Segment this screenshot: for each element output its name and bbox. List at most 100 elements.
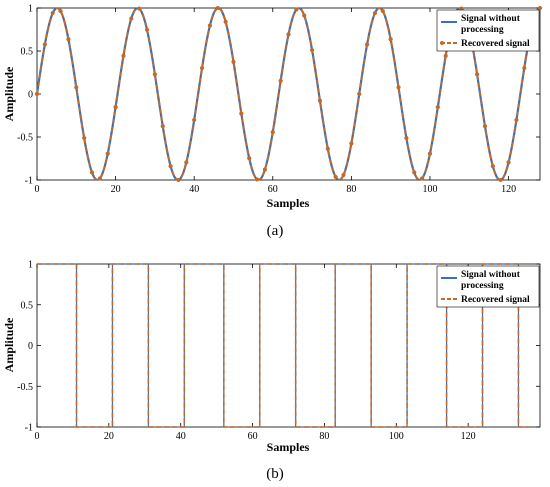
series-point-recovered-a: [152, 72, 157, 77]
series-point-recovered-a: [349, 141, 354, 146]
series-point-recovered-a: [357, 91, 362, 97]
series-point-recovered-a: [168, 164, 173, 169]
series-point-recovered-a: [42, 42, 47, 47]
series-point-recovered-a: [129, 16, 134, 21]
series-point-recovered-a: [137, 6, 142, 11]
y-tick-label-b: 1: [28, 260, 33, 271]
caption-b: (b): [266, 466, 284, 482]
series-point-recovered-a: [294, 7, 299, 12]
series-point-recovered-a: [262, 167, 268, 172]
series-point-recovered-a: [341, 172, 346, 178]
legend-label-original-line2-b: processing: [461, 281, 504, 291]
series-group-b: [37, 263, 530, 428]
series-point-recovered-a: [396, 85, 401, 90]
y-tick-label-b: 0.5: [21, 300, 34, 311]
series-point-recovered-a: [121, 53, 126, 58]
series-point-recovered-a: [239, 111, 244, 116]
series-point-recovered-a: [372, 10, 378, 16]
y-axis-label-a: Amplitude: [2, 66, 16, 121]
series-point-recovered-a: [105, 151, 110, 156]
series-point-recovered-a: [50, 10, 55, 16]
series-point-recovered-a: [317, 98, 323, 103]
series-point-recovered-a: [506, 160, 511, 165]
series-point-recovered-a: [223, 19, 228, 24]
x-tick-label-a: 20: [111, 184, 121, 195]
series-point-recovered-a: [144, 27, 150, 32]
series-point-recovered-a: [514, 117, 519, 123]
series-point-recovered-a: [58, 8, 63, 14]
legend-label-recovered-b: Recovered signal: [461, 295, 530, 305]
chart-panel-a: 0 20 40 60 80 100 120 -1 -0.5 0 0.5 1 Signal withou…: [2, 4, 543, 239]
series-point-recovered-a: [443, 53, 448, 58]
series-point-recovered-a: [270, 130, 275, 135]
x-tick-label-a: 80: [346, 184, 356, 195]
series-point-recovered-a: [498, 177, 503, 183]
x-tick-label-b: 80: [319, 431, 329, 442]
x-tick-label-a: 100: [422, 184, 437, 195]
series-point-recovered-a: [231, 59, 236, 64]
y-tick-label-b: 0: [28, 341, 33, 352]
series-point-recovered-a: [380, 8, 385, 14]
y-tick-label-b: -1: [25, 423, 33, 434]
y-tick-label-a: 0.5: [21, 47, 34, 58]
series-point-recovered-a: [388, 37, 393, 42]
series-point-recovered-a: [74, 85, 79, 90]
series-point-recovered-a: [537, 5, 543, 11]
x-tick-label-a: 120: [501, 184, 516, 195]
caption-a: (a): [267, 223, 284, 239]
y-tick-label-a: 1: [28, 4, 33, 15]
series-point-recovered-a: [89, 170, 95, 175]
x-tick-label-a: 40: [189, 184, 199, 195]
x-tick-label-b: 60: [248, 431, 258, 442]
axis-ticks-a: 0 20 40 60 80 100 120 -1 -0.5 0 0.5 1: [17, 4, 540, 195]
series-point-recovered-a: [435, 105, 440, 110]
legend-marker-recovered-a: [440, 41, 444, 45]
series-point-recovered-a: [309, 47, 315, 53]
x-tick-label-a: 60: [268, 184, 278, 195]
y-tick-label-a: 0: [28, 90, 33, 101]
series-point-recovered-a: [82, 135, 87, 141]
series-point-recovered-a: [192, 117, 197, 123]
series-point-recovered-a: [184, 160, 189, 165]
series-point-recovered-a: [412, 170, 417, 175]
x-tick-label-b: 0: [35, 431, 40, 442]
x-axis-label-a: Samples: [267, 196, 310, 210]
series-point-recovered-a: [278, 78, 283, 83]
series-line-recovered-b: [37, 263, 530, 428]
series-point-recovered-a: [176, 177, 181, 183]
series-point-recovered-a: [286, 32, 291, 37]
series-point-recovered-a: [254, 177, 260, 182]
legend-label-original-b: Signal without: [461, 270, 521, 280]
series-point-recovered-a: [34, 91, 40, 97]
series-point-recovered-a: [325, 146, 330, 151]
series-point-recovered-a: [302, 13, 307, 18]
series-point-recovered-a: [66, 37, 71, 42]
series-point-recovered-a: [522, 65, 527, 71]
series-point-recovered-a: [427, 151, 433, 156]
x-tick-label-b: 40: [176, 431, 186, 442]
legend-box-b: [436, 265, 540, 308]
chart-panel-b: 0 20 40 60 80 100 120 -1 -0.5 0 0.5 1 Signal withou…: [2, 260, 541, 482]
series-point-recovered-a: [420, 176, 425, 181]
series-point-recovered-a: [113, 105, 118, 110]
y-tick-label-a: -0.5: [17, 133, 33, 144]
x-tick-label-b: 100: [389, 431, 404, 442]
series-point-recovered-a: [97, 176, 102, 181]
series-point-recovered-a: [215, 5, 220, 11]
series-point-recovered-a: [199, 65, 205, 71]
series-point-recovered-a: [475, 72, 480, 77]
legend-label-recovered-a: Recovered signal: [461, 39, 530, 49]
y-tick-label-a: -1: [25, 176, 33, 187]
series-point-recovered-a: [482, 124, 488, 129]
legend-label-original-a: Signal without: [461, 14, 521, 24]
x-tick-label-a: 0: [35, 184, 40, 195]
y-axis-label-b: Amplitude: [2, 317, 16, 372]
series-point-recovered-a: [490, 164, 495, 169]
series-point-recovered-a: [459, 6, 464, 11]
legend-label-original-line2-a: processing: [461, 25, 504, 35]
y-tick-label-b: -0.5: [17, 382, 33, 393]
series-point-recovered-a: [404, 135, 409, 141]
